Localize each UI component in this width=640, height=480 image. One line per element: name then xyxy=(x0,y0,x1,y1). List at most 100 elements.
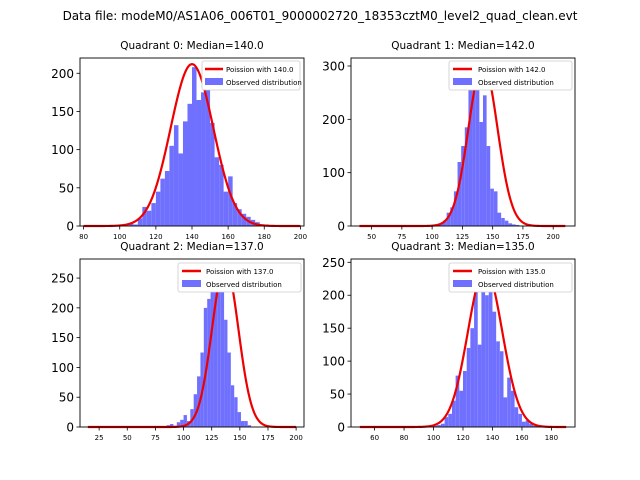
y-tick-label: 100 xyxy=(322,355,345,369)
histogram-bar xyxy=(137,218,143,226)
histogram-bar xyxy=(142,206,147,226)
y-tick-label: 150 xyxy=(51,105,74,119)
histogram-bar xyxy=(170,424,174,427)
histogram-bar xyxy=(479,122,483,226)
histogram-bar xyxy=(234,397,238,427)
legend-hist-swatch xyxy=(453,280,472,287)
legend-hist-swatch xyxy=(205,78,223,85)
x-tick-label: 60 xyxy=(370,434,379,442)
y-tick-label: 100 xyxy=(51,143,74,157)
histogram-bar xyxy=(507,377,511,427)
x-tick-label: 75 xyxy=(151,434,160,442)
panel-title: Quadrant 1: Median=142.0 xyxy=(391,40,534,52)
histogram-bar xyxy=(205,88,211,226)
histogram-bar xyxy=(518,413,522,427)
histogram-bar xyxy=(151,203,156,226)
y-tick-label: 100 xyxy=(51,361,74,375)
histogram-bar xyxy=(201,92,206,226)
histogram-bar xyxy=(446,212,451,226)
histogram-bar xyxy=(237,412,241,427)
histogram-bar xyxy=(214,157,220,226)
x-tick-label: 125 xyxy=(205,434,218,442)
poisson-fit-line xyxy=(83,62,301,228)
histogram-bar xyxy=(182,121,188,226)
histogram-bar xyxy=(237,209,242,226)
x-tick-label: 150 xyxy=(233,434,246,442)
x-tick-label: 100 xyxy=(427,434,440,442)
y-tick-label: 0 xyxy=(66,421,74,435)
panel-title: Quadrant 2: Median=137.0 xyxy=(120,241,263,253)
histogram-bar xyxy=(468,87,473,226)
histogram-bar xyxy=(187,103,192,226)
x-tick-label: 50 xyxy=(367,233,376,241)
histogram-bar xyxy=(492,311,497,427)
axes-frame xyxy=(350,57,576,227)
histogram-bar xyxy=(475,66,480,226)
histogram-bar xyxy=(244,421,248,427)
histogram-bar xyxy=(472,87,476,226)
histogram-bar xyxy=(169,145,174,226)
legend-hist-label: Observed distribution xyxy=(478,79,554,87)
histogram-bar xyxy=(477,344,482,427)
histogram-bar xyxy=(193,394,198,427)
legend-box xyxy=(448,262,573,293)
histogram-bar xyxy=(463,371,467,427)
legend-line-label: Poission with 135.0 xyxy=(478,268,546,276)
histogram-bar xyxy=(210,284,214,427)
histogram-bar xyxy=(228,176,233,226)
x-tick-label: 175 xyxy=(516,233,529,241)
histogram-bar xyxy=(437,425,441,427)
y-tick-label: 250 xyxy=(322,256,345,270)
histogram-bar xyxy=(508,223,513,226)
panel-quadrant-0: Quadrant 0: Median=140.0 80 100 120 140 160 1… xyxy=(51,40,307,241)
legend-box xyxy=(448,60,573,91)
histogram-bar xyxy=(247,425,252,427)
x-tick-label: 200 xyxy=(547,233,560,241)
histogram-bar xyxy=(529,423,533,427)
y-tick-label: 0 xyxy=(337,220,345,234)
x-tick-label: 50 xyxy=(123,434,132,442)
legend: Poission with 137.0 Observed distributio… xyxy=(177,262,302,293)
y-tick-label: 150 xyxy=(51,331,74,345)
histogram-bar xyxy=(180,419,184,427)
x-tick-label: 140 xyxy=(185,233,198,241)
histogram-bar xyxy=(453,191,458,226)
x-tick-label: 120 xyxy=(149,233,162,241)
histogram-bar xyxy=(514,407,519,427)
histogram-bar xyxy=(440,423,445,427)
histogram-bar xyxy=(490,188,494,226)
x-tick-label: 25 xyxy=(95,434,104,442)
x-tick-label: 100 xyxy=(177,434,190,442)
y-tick-label: 0 xyxy=(66,220,74,234)
legend-hist-label: Observed distribution xyxy=(206,281,282,289)
histogram-bar xyxy=(196,100,202,226)
x-tick-label: 150 xyxy=(486,233,499,241)
histogram-bar xyxy=(485,295,489,427)
histogram-bar xyxy=(128,223,134,226)
histogram-bar xyxy=(496,341,500,427)
histogram-bar xyxy=(451,400,456,427)
histogram-bar xyxy=(481,288,486,427)
y-tick-label: 200 xyxy=(51,67,74,81)
histogram-bar xyxy=(499,351,504,427)
histogram-bar xyxy=(448,413,452,427)
x-tick-label: 80 xyxy=(400,434,409,442)
y-tick-label: 200 xyxy=(51,301,74,315)
y-tick-label: 300 xyxy=(322,60,345,74)
legend-box xyxy=(201,60,301,91)
histogram-bar xyxy=(220,266,225,427)
x-tick-label: 180 xyxy=(258,233,271,241)
histogram-bar xyxy=(455,375,460,427)
histogram-bar xyxy=(470,328,475,427)
histogram-bar xyxy=(240,421,245,427)
histogram-bar xyxy=(223,191,229,226)
histogram-bar xyxy=(227,352,231,427)
histogram-bar xyxy=(133,224,138,226)
y-tick-label: 50 xyxy=(330,388,345,402)
y-tick-label: 250 xyxy=(51,272,74,286)
histogram-bar xyxy=(146,210,152,226)
legend-hist-label: Observed distribution xyxy=(478,281,554,289)
histogram-bar xyxy=(183,415,187,427)
histogram-bar xyxy=(474,268,478,427)
y-tick-label: 200 xyxy=(322,113,345,127)
